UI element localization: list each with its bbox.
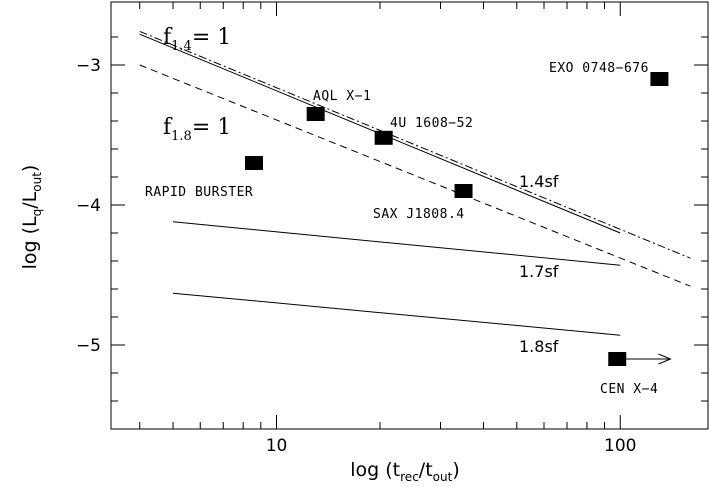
label-cen-x4: CEN X−4 (600, 382, 658, 397)
labels: −3 −4 −5 10 100 log (trec/tout) log (Lq/… (19, 25, 658, 484)
y-tick-label-minus3: −3 (76, 56, 101, 76)
curve-line-1 (139, 30, 691, 259)
annotation-f18: f1.8= 1 (163, 115, 231, 144)
axis-ticks (111, 2, 708, 430)
data-point-0 (306, 107, 325, 121)
y-axis-label: log (Lq/Lout) (19, 165, 44, 270)
data-point-5 (608, 352, 627, 366)
model-curves (139, 30, 691, 336)
annotation-f14: f1.4= 1 (163, 25, 231, 54)
data-point-1 (374, 130, 393, 145)
y-tick-label-minus5: −5 (76, 336, 101, 356)
label-aql-x1: AQL X−1 (313, 89, 371, 104)
data-point-4 (454, 184, 473, 198)
curve-line-3 (172, 221, 621, 266)
label-sax-j1808: SAX J1808.4 (373, 207, 465, 222)
label-exo-0748: EXO 0748−676 (549, 61, 649, 76)
annotation-1-7sf: 1.7sf (519, 262, 559, 281)
x-tick-label-100: 100 (604, 436, 636, 456)
plot-frame (110, 1, 709, 430)
x-tick-label-10: 10 (266, 436, 288, 456)
data-point-3 (244, 156, 263, 170)
data-point-2 (650, 72, 669, 86)
curve-line-2 (139, 64, 691, 287)
data-points (244, 72, 672, 366)
limit-arrow-head (658, 353, 672, 365)
label-rapid-burster: RAPID BURSTER (145, 185, 253, 200)
curve-line-4 (172, 292, 621, 336)
label-4u-1608: 4U 1608−52 (390, 116, 473, 131)
y-tick-label-minus4: −4 (76, 196, 101, 216)
x-axis-label: log (trec/tout) (350, 459, 459, 484)
annotation-1-4sf: 1.4sf (519, 172, 559, 191)
annotation-1-8sf: 1.8sf (519, 337, 559, 356)
